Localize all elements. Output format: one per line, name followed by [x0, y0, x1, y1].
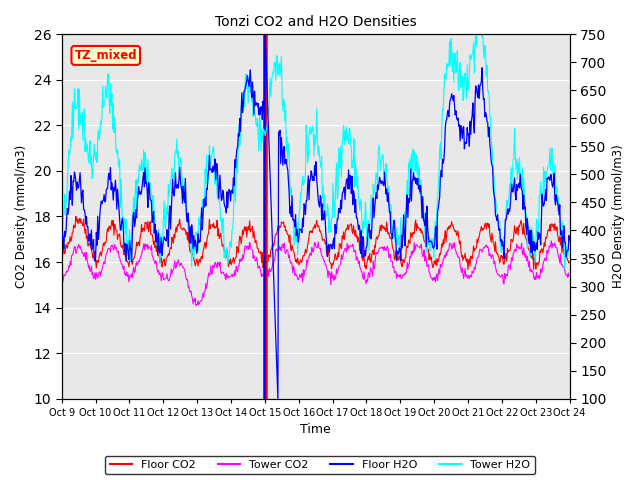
- Legend: Floor CO2, Tower CO2, Floor H2O, Tower H2O: Floor CO2, Tower CO2, Floor H2O, Tower H…: [105, 456, 535, 474]
- Y-axis label: CO2 Density (mmol/m3): CO2 Density (mmol/m3): [15, 145, 28, 288]
- Title: Tonzi CO2 and H2O Densities: Tonzi CO2 and H2O Densities: [215, 15, 417, 29]
- X-axis label: Time: Time: [300, 423, 331, 436]
- Text: TZ_mixed: TZ_mixed: [74, 49, 137, 62]
- Y-axis label: H2O Density (mmol/m3): H2O Density (mmol/m3): [612, 144, 625, 288]
